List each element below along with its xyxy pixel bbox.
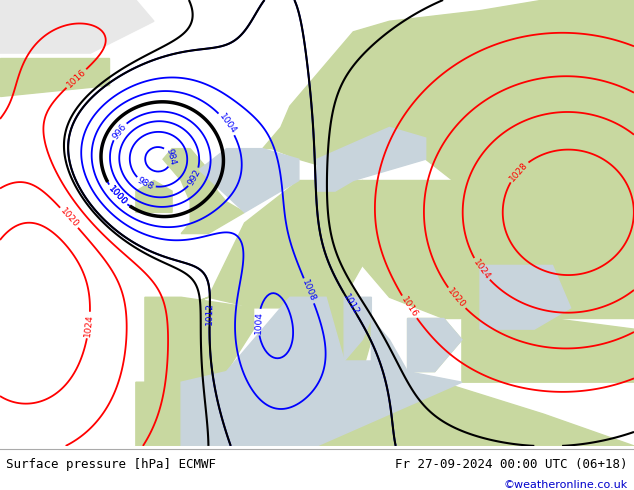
Polygon shape <box>199 148 299 212</box>
Polygon shape <box>181 180 389 308</box>
Polygon shape <box>163 148 245 234</box>
Text: 1004: 1004 <box>217 112 238 136</box>
Text: 1000: 1000 <box>106 184 128 207</box>
Polygon shape <box>462 318 634 382</box>
Polygon shape <box>290 266 372 371</box>
Polygon shape <box>0 0 154 53</box>
Text: 1016: 1016 <box>65 67 87 90</box>
Text: 1020: 1020 <box>446 287 467 310</box>
Polygon shape <box>480 266 571 329</box>
Text: 996: 996 <box>110 122 128 141</box>
Polygon shape <box>408 318 462 371</box>
Polygon shape <box>317 127 425 191</box>
Polygon shape <box>136 180 172 212</box>
Text: Fr 27-09-2024 00:00 UTC (06+18): Fr 27-09-2024 00:00 UTC (06+18) <box>395 458 628 471</box>
Text: 1004: 1004 <box>254 311 263 334</box>
Text: 992: 992 <box>186 168 203 187</box>
Text: 1000: 1000 <box>106 184 128 207</box>
Text: 1012: 1012 <box>341 292 360 317</box>
Text: 1016: 1016 <box>399 295 419 319</box>
Polygon shape <box>136 371 634 446</box>
Polygon shape <box>145 297 254 382</box>
Polygon shape <box>362 159 634 318</box>
Text: 988: 988 <box>136 175 155 191</box>
Polygon shape <box>425 0 634 180</box>
Text: 1028: 1028 <box>508 160 529 183</box>
Polygon shape <box>181 297 462 446</box>
Text: 1008: 1008 <box>301 278 318 303</box>
Polygon shape <box>262 11 498 170</box>
Polygon shape <box>344 297 372 361</box>
Text: 1024: 1024 <box>83 313 94 337</box>
Polygon shape <box>408 318 462 371</box>
Polygon shape <box>480 0 634 180</box>
Text: ©weatheronline.co.uk: ©weatheronline.co.uk <box>503 480 628 490</box>
Text: Surface pressure [hPa] ECMWF: Surface pressure [hPa] ECMWF <box>6 458 216 471</box>
Text: 1020: 1020 <box>58 206 80 229</box>
Polygon shape <box>0 58 108 96</box>
Polygon shape <box>389 21 516 148</box>
Text: 1012: 1012 <box>205 302 214 325</box>
Text: 984: 984 <box>164 147 177 166</box>
Text: 1024: 1024 <box>471 258 491 281</box>
